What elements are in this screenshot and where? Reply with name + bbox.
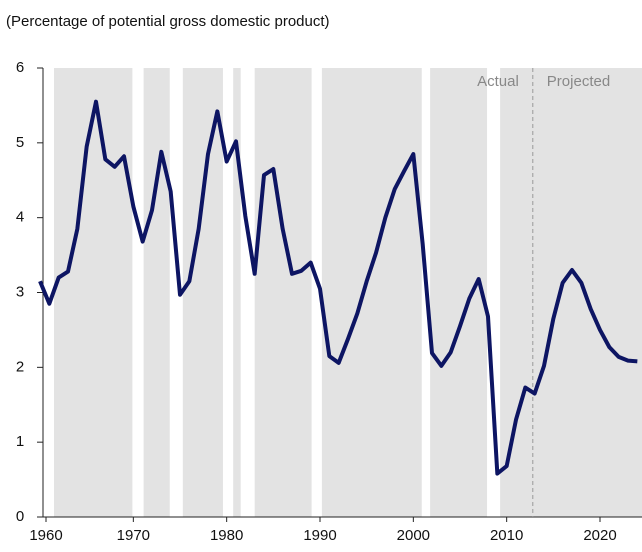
shaded-region [143, 68, 170, 517]
shaded-region [500, 68, 642, 517]
y-tick-label: 2 [16, 358, 24, 375]
shaded-region [233, 68, 241, 517]
y-tick-label: 4 [16, 209, 24, 226]
shaded-region [54, 68, 133, 517]
x-tick-label: 1960 [29, 527, 62, 544]
x-tick-label: 2010 [490, 527, 523, 544]
x-tick-label: 2000 [397, 527, 430, 544]
shaded-region [321, 68, 422, 517]
y-tick-label: 5 [16, 134, 24, 151]
annotation: Projected [547, 73, 610, 90]
shaded-region [430, 68, 488, 517]
annotation: Actual [477, 73, 519, 90]
data-line [38, 99, 638, 476]
shaded-region [254, 68, 312, 517]
x-tick-label: 1990 [303, 527, 336, 544]
y-tick-label: 0 [16, 508, 24, 525]
y-tick-label: 1 [16, 433, 24, 450]
x-tick-label: 1980 [210, 527, 243, 544]
chart-subtitle: (Percentage of potential gross domestic … [6, 13, 330, 30]
y-tick-label: 3 [16, 283, 24, 300]
shaded-region [182, 68, 223, 517]
y-tick-label: 6 [16, 59, 24, 76]
x-tick-label: 2020 [583, 527, 616, 544]
x-tick-label: 1970 [117, 527, 150, 544]
